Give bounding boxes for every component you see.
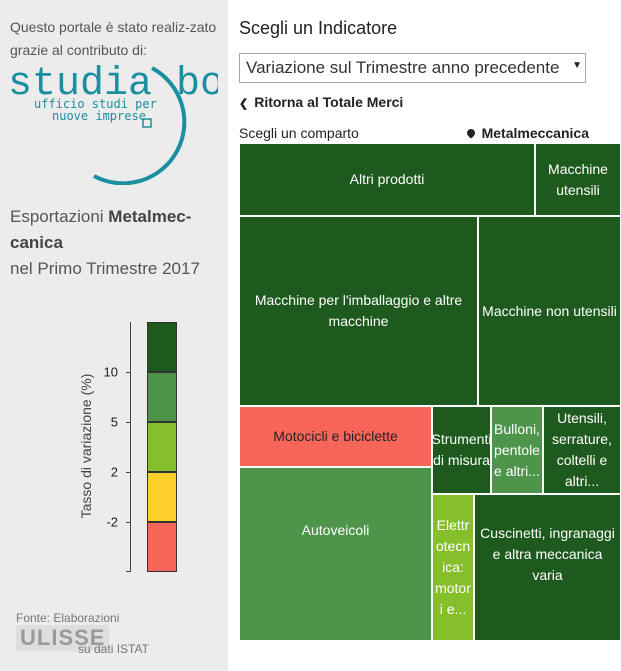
treemap-cell-motocicli[interactable]: Motocicli e biciclette [239,406,432,467]
treemap-cell-macchine-utensili[interactable]: Macchine utensili [535,143,621,216]
source-note: Fonte: Elaborazioni ULISSE [16,611,216,651]
indicator-select-value: Variazione sul Trimestre anno precedente [246,58,560,77]
logo-studia-text: studia bo [8,62,218,107]
map-pin-icon [464,127,477,139]
legend-swatch [147,422,177,472]
treemap-cell-label: Elettrotecnica: motori e... [435,517,471,617]
treemap-cell-elettrotecnica[interactable]: Elettrotecnica: motori e... [432,494,474,641]
logo-tagline-2: nuove imprese [52,109,146,123]
ulisse-logo[interactable]: ULISSE [16,625,110,651]
studia-bo-logo[interactable]: studia bo ufficio studi per nuove impres… [6,60,218,185]
legend-tick [126,472,131,473]
comparto-row: Scegli un comparto Metalmeccanica [239,125,589,141]
legend-swatch [147,472,177,522]
legend-tick-label: 2 [110,464,118,480]
treemap: Altri prodotti Macchine utensili Macchin… [239,143,621,641]
chevron-left-icon: ❮ [239,98,249,110]
treemap-cell-label: Macchine non utensili [482,302,617,319]
treemap-cell-macchine-non-utensili[interactable]: Macchine non utensili [478,216,621,406]
source-suffix: su dati ISTAT [78,642,149,656]
sidebar: Questo portale è stato realiz-zato grazi… [0,0,228,671]
legend-tick [126,422,131,423]
comparto-label: Scegli un comparto [239,125,359,141]
page-heading: Esportazioni Metalmec-canica nel Primo T… [10,204,222,282]
back-link-label: Ritorna al Totale Merci [254,94,404,110]
treemap-cell-bulloni[interactable]: Bulloni, pentole e altri... [491,406,543,494]
legend-tick-label: 10 [103,364,118,380]
treemap-cell-label: Utensili, serrature, coltelli e altri... [552,410,612,489]
legend-swatch [147,372,177,422]
treemap-cell-label: Bulloni, pentole e altri... [494,420,540,479]
legend-scale: 10 5 2 -2 [104,322,131,572]
legend-swatch [147,322,177,372]
treemap-cell-label: Motocicli e biciclette [273,428,398,444]
indicator-select[interactable]: Variazione sul Trimestre anno precedente… [239,53,586,83]
legend-swatch [147,522,177,572]
back-to-total-link[interactable]: ❮ Ritorna al Totale Merci [239,94,403,110]
treemap-cell-label: Macchine per l'imballaggio e altre macch… [254,292,463,329]
chevron-down-icon: ▼ [572,60,582,71]
legend-tick [126,571,131,572]
comparto-selected-label: Metalmeccanica [481,125,589,141]
heading-sector: Metalmec-canica [10,207,192,252]
indicator-title: Scegli un Indicatore [239,18,398,38]
treemap-cell-autoveicoli[interactable]: Autoveicoli [239,467,432,641]
intro-text: Questo portale è stato realiz-zato grazi… [10,19,217,58]
source-prefix: Fonte: Elaborazioni [16,611,120,625]
treemap-cell-label: Autoveicoli [301,522,370,538]
treemap-cell-label: Altri prodotti [349,171,425,187]
treemap-cell-utensili[interactable]: Utensili, serrature, coltelli e altri... [543,406,621,494]
main-panel: Scegli un Indicatore Variazione sul Trim… [228,0,621,671]
legend-tick-label: -2 [106,514,118,530]
heading-period: nel Primo Trimestre 2017 [10,259,200,278]
legend-tick-label: 5 [110,414,118,430]
treemap-cell-label: Cuscinetti, ingranaggi e altra meccanica… [480,525,615,583]
legend-tick [126,372,131,373]
treemap-cell-cuscinetti[interactable]: Cuscinetti, ingranaggi e altra meccanica… [474,494,621,641]
treemap-cell-altri-prodotti[interactable]: Altri prodotti [239,143,535,216]
legend-tick [126,522,131,523]
treemap-cell-strumenti-misura[interactable]: Strumenti di misura [432,406,491,494]
treemap-cell-label: Strumenti di misura [432,431,491,468]
treemap-cell-label: Macchine utensili [548,160,608,198]
logo-tagline-1: ufficio studi per [34,97,157,111]
legend-axis-label: Tasso di variazione (%) [78,373,94,519]
treemap-cell-macchine-imballaggio[interactable]: Macchine per l'imballaggio e altre macch… [239,216,478,406]
heading-prefix: Esportazioni [10,207,109,226]
comparto-selected[interactable]: Metalmeccanica [464,125,589,141]
